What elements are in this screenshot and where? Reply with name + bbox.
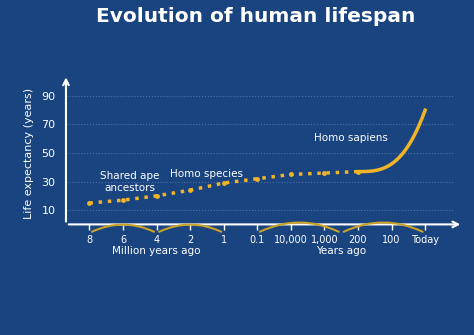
Text: Years ago: Years ago [316,246,366,256]
Text: Homo species: Homo species [171,169,244,179]
Text: Evolution of human lifespan: Evolution of human lifespan [96,7,416,26]
Text: Million years ago: Million years ago [112,246,201,256]
Text: Shared ape
ancestors: Shared ape ancestors [100,172,159,193]
Y-axis label: Life expectancy (years): Life expectancy (years) [25,87,35,219]
Text: Homo sapiens: Homo sapiens [314,133,388,143]
